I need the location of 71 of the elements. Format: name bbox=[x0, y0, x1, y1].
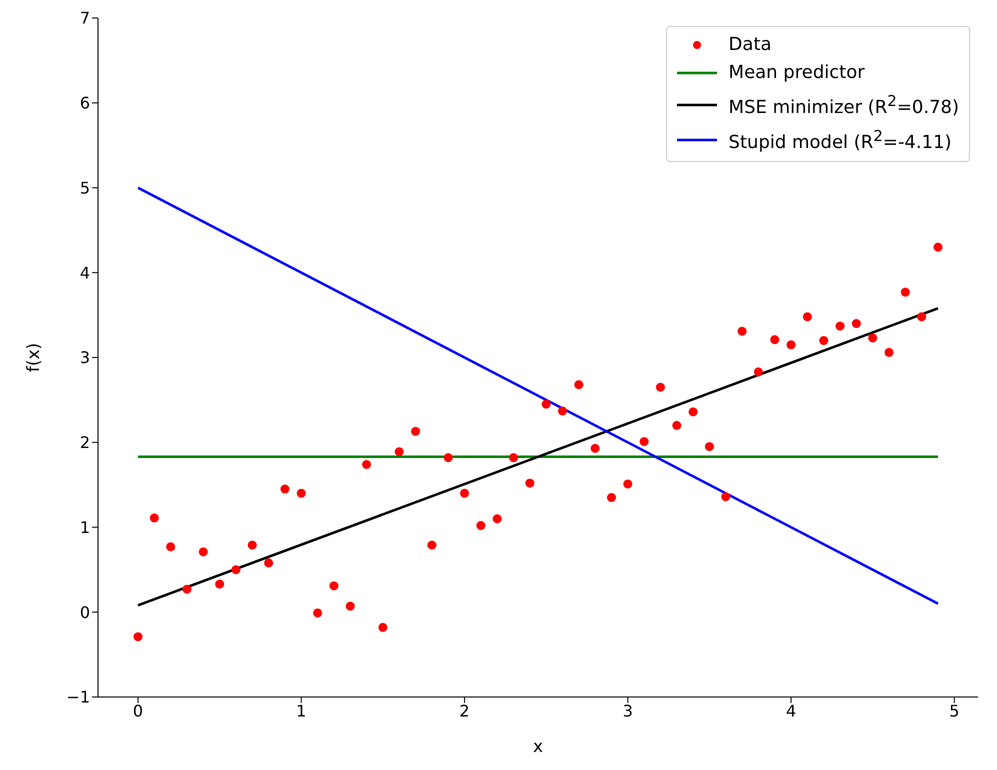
point bbox=[819, 336, 828, 346]
point bbox=[476, 521, 486, 530]
point bbox=[215, 580, 224, 589]
point bbox=[738, 326, 747, 336]
point bbox=[558, 406, 567, 416]
y-axis-title: f(x) bbox=[24, 342, 44, 372]
point bbox=[264, 558, 274, 568]
point bbox=[786, 340, 796, 350]
point bbox=[721, 492, 730, 502]
point bbox=[656, 382, 665, 392]
point bbox=[672, 420, 682, 430]
y-tick-label: 3 bbox=[80, 348, 90, 368]
x-tick-label: 4 bbox=[786, 701, 796, 720]
point bbox=[836, 322, 845, 331]
point bbox=[362, 460, 372, 469]
point bbox=[313, 608, 322, 618]
legend-label: MSE minimizer (R$^{2}$=0.78) bbox=[728, 91, 959, 120]
point bbox=[460, 488, 470, 498]
point bbox=[688, 407, 698, 416]
x-tick-label: 5 bbox=[949, 701, 960, 720]
point bbox=[868, 333, 878, 342]
point bbox=[525, 478, 534, 488]
point bbox=[329, 581, 338, 590]
point bbox=[802, 312, 812, 322]
point bbox=[934, 242, 942, 252]
point bbox=[852, 319, 861, 328]
x-axis-title: x bbox=[532, 737, 544, 757]
point bbox=[492, 514, 502, 524]
point bbox=[574, 380, 584, 390]
point bbox=[296, 488, 306, 498]
y-tick-label: 1 bbox=[80, 518, 90, 537]
point bbox=[427, 540, 436, 550]
y-tick-label: 6 bbox=[80, 94, 90, 113]
point bbox=[917, 312, 926, 322]
y-tick-label: 7 bbox=[80, 8, 90, 28]
point bbox=[411, 426, 420, 436]
y-tick-label: 4 bbox=[80, 263, 90, 282]
y-tick-label: −1 bbox=[66, 688, 90, 707]
legend-label: Stupid model (R$^{2}$=-4.11) bbox=[728, 126, 952, 155]
point bbox=[640, 437, 649, 446]
point bbox=[704, 442, 714, 452]
point bbox=[378, 622, 388, 632]
point bbox=[884, 348, 894, 357]
point bbox=[606, 493, 616, 502]
legend-label: Mean predictor bbox=[728, 61, 865, 85]
point bbox=[900, 288, 910, 297]
point bbox=[134, 632, 142, 642]
point bbox=[623, 479, 632, 488]
y-tick-label: 0 bbox=[80, 602, 90, 622]
point bbox=[231, 565, 240, 574]
point bbox=[542, 400, 551, 409]
point bbox=[280, 484, 290, 494]
x-tick-label: 0 bbox=[132, 701, 144, 720]
y-tick-label: 5 bbox=[80, 178, 90, 198]
point bbox=[346, 602, 355, 611]
legend-label: Data bbox=[728, 33, 772, 57]
y-tick-label: 2 bbox=[80, 433, 90, 452]
point bbox=[770, 335, 780, 344]
point bbox=[444, 453, 453, 462]
x-tick-label: 3 bbox=[622, 701, 633, 720]
point bbox=[198, 547, 208, 556]
point bbox=[394, 447, 404, 456]
point bbox=[182, 584, 192, 594]
point bbox=[248, 540, 257, 550]
point bbox=[590, 444, 600, 453]
point bbox=[150, 513, 159, 522]
x-tick-label: 1 bbox=[296, 701, 306, 720]
x-tick-label: 2 bbox=[459, 701, 470, 720]
point bbox=[509, 453, 518, 462]
point bbox=[754, 367, 763, 376]
point bbox=[166, 542, 176, 552]
